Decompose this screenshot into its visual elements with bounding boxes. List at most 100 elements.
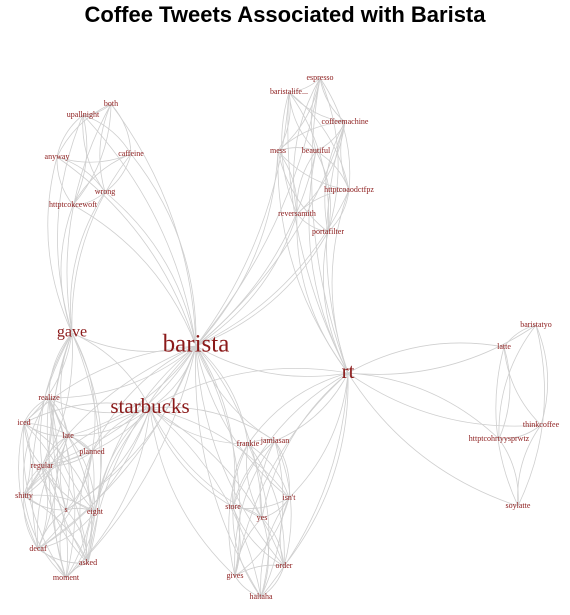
edge-shitty-decaf [23,495,39,550]
edge-espresso-baristalife [288,77,321,93]
edge-rt-httptcoaodctfpz [331,189,350,374]
edge-store-order [232,506,285,567]
edge-httptcoaodctfpz-portafilter [327,189,350,233]
label-layer: barista starbucks rt gave espresso baristalif… [15,73,559,601]
edge-late-decaf [36,435,69,550]
edge-regular-moment [41,465,69,579]
edge-starbucks-haltaha [149,407,262,598]
edge-barista-caffeine [130,153,197,347]
edge-mess-beautiful [277,147,317,152]
edge-barista-late [67,345,197,437]
edge-rt-httptcohrtyysprwtz [347,372,500,440]
node-label-caffeine: caffeine [118,149,144,158]
node-label-store: store [225,502,241,511]
edge-starbucks-decaf [37,407,151,550]
node-label-decaf: decaf [29,544,47,553]
node-label-moment: moment [53,573,80,582]
edge-frankie-gives [228,443,249,577]
edge-frankie-isnt [247,443,290,499]
node-label-espresso: espresso [306,73,333,82]
edge-barista-asked [87,345,197,564]
node-label-iced: iced [17,418,30,427]
edge-starbucks-asked [87,407,151,564]
edge-beautiful-portafilter [315,150,331,233]
edge-baristalife-coffeemachine [288,91,346,123]
edge-eight-decaf [37,511,96,550]
edge-realize-late [48,397,69,437]
edge-s-asked [65,509,89,564]
edge-barista-httptcokcewoft [72,204,197,347]
node-label-httptcohrtyysprwtz: httptcohrtyysprwtz [469,434,530,443]
edge-layer [18,77,549,598]
edge-s-decaf [37,509,67,550]
edge-realize-asked [46,397,89,564]
edge-gave-realize [48,332,73,399]
node-label-barista: barista [163,331,230,358]
edge-beautiful-httptcoaodctfpz [315,150,350,191]
edge-espresso-httptcoaodctfpz [319,77,351,191]
edge-both-anyway [56,103,112,158]
edge-store-yes [232,506,263,519]
edge-coffeemachine-portafilter [324,121,346,233]
edge-barista-wrong [104,191,197,347]
node-label-isnt: isn't [283,493,297,502]
edge-realize-s [48,397,70,511]
edge-order-gives [234,564,285,577]
chart-title: Coffee Tweets Associated with Barista [84,2,486,27]
edge-upallnight-httptcokcewoft [72,114,88,206]
edge-barista-gave [71,332,197,352]
edge-anyway-httptcokcewoft [56,156,74,206]
edge-gave-moment [48,332,73,579]
edge-espresso-beautiful [310,77,321,152]
edge-rt-gives [234,372,349,577]
node-label-anyway: anyway [45,152,70,161]
edge-realize-moment [48,397,76,579]
edge-rt-thinkcoffee [347,372,542,427]
edge-barista-store [195,345,236,508]
edge-coffeemachine-reverseamith [296,121,346,215]
edge-shitty-moment [23,495,67,579]
edge-gave-anyway [47,156,73,334]
edge-planned-shitty [23,451,93,497]
edge-rt-espresso [311,77,349,374]
edge-httptcohrtyysprwtz-soylatte [498,438,519,507]
edge-iced-eight [23,422,96,513]
edge-gave-asked [71,332,102,564]
edge-isnt-haltaha [260,497,290,598]
edge-barista-s [65,345,197,511]
edge-rt-frankie [247,372,349,445]
edge-s-eight [65,507,96,513]
edge-baristalife-httptcoaodctfpz [288,91,350,191]
edge-starbucks-frankie [149,407,249,445]
node-label-wrong: wrong [95,187,115,196]
node-label-regular: regular [31,461,54,470]
edge-barista-frankie [195,345,249,445]
edge-regular-shitty [23,465,43,497]
edge-barista-espresso [195,77,321,347]
edge-barista-both [110,103,197,347]
edge-barista-isnt [195,345,290,499]
edge-barista-eight [94,345,197,513]
edge-caffeine-httptcokcewoft [72,153,132,206]
node-label-thinkcoffee: thinkcoffee [523,420,560,429]
node-label-httptcokcewoft: httptcokcewoft [49,200,98,209]
edge-upallnight-caffeine [82,114,132,155]
edge-barista-reverseamith [195,213,298,347]
node-label-portafilter: portafilter [312,227,344,236]
edge-baristalife-reverseamith [281,91,298,215]
edge-rt-haltaha [260,372,349,598]
edge-starbucks-shitty [23,407,151,497]
edge-isnt-order [279,497,290,567]
edge-latte2-soylatte [495,346,519,507]
edge-barista-regular [41,345,197,467]
edge-rt-beautiful [308,150,349,374]
edge-starbucks-order [149,407,285,567]
edge-barista-upallnight [82,114,197,347]
node-label-mess: mess [270,146,286,155]
edge-rt-jamlasan [274,372,349,442]
edge-jamlasan-gives [234,440,276,577]
node-label-order: order [276,561,293,570]
node-label-s: s [64,505,67,514]
edge-jamlasan-yes [259,440,276,519]
